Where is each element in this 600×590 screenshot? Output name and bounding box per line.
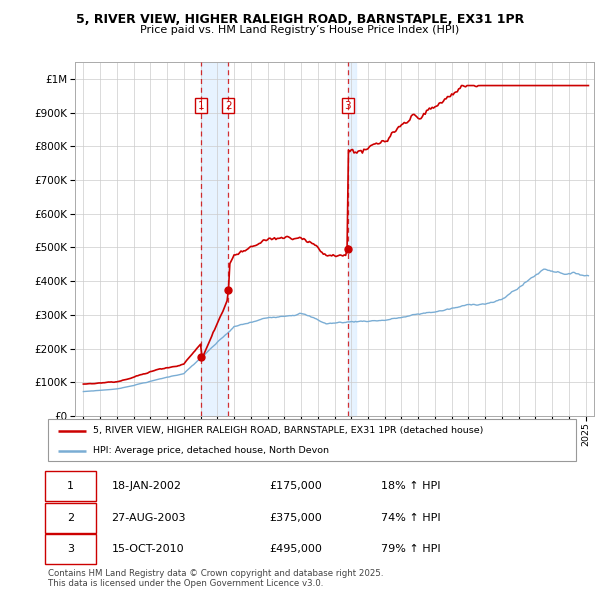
Bar	[202, 62, 228, 416]
FancyBboxPatch shape	[46, 535, 95, 564]
Text: 2: 2	[225, 101, 232, 111]
Text: HPI: Average price, detached house, North Devon: HPI: Average price, detached house, Nort…	[93, 446, 329, 455]
Text: 2: 2	[67, 513, 74, 523]
Text: 1: 1	[198, 101, 205, 111]
Text: £375,000: £375,000	[270, 513, 323, 523]
Text: 15-OCT-2010: 15-OCT-2010	[112, 545, 184, 555]
FancyBboxPatch shape	[46, 471, 95, 501]
Text: £495,000: £495,000	[270, 545, 323, 555]
Text: 5, RIVER VIEW, HIGHER RALEIGH ROAD, BARNSTAPLE, EX31 1PR (detached house): 5, RIVER VIEW, HIGHER RALEIGH ROAD, BARN…	[93, 427, 483, 435]
FancyBboxPatch shape	[48, 419, 576, 461]
Text: 79% ↑ HPI: 79% ↑ HPI	[380, 545, 440, 555]
Text: 3: 3	[67, 545, 74, 555]
Text: 3: 3	[344, 101, 351, 111]
Text: Contains HM Land Registry data © Crown copyright and database right 2025.
This d: Contains HM Land Registry data © Crown c…	[48, 569, 383, 588]
Text: 18% ↑ HPI: 18% ↑ HPI	[380, 481, 440, 491]
Text: 74% ↑ HPI: 74% ↑ HPI	[380, 513, 440, 523]
Text: £175,000: £175,000	[270, 481, 323, 491]
Text: 1: 1	[67, 481, 74, 491]
Text: Price paid vs. HM Land Registry’s House Price Index (HPI): Price paid vs. HM Land Registry’s House …	[140, 25, 460, 35]
Text: 27-AUG-2003: 27-AUG-2003	[112, 513, 186, 523]
Text: 18-JAN-2002: 18-JAN-2002	[112, 481, 181, 491]
FancyBboxPatch shape	[46, 503, 95, 533]
Bar	[348, 62, 356, 416]
Text: 5, RIVER VIEW, HIGHER RALEIGH ROAD, BARNSTAPLE, EX31 1PR: 5, RIVER VIEW, HIGHER RALEIGH ROAD, BARN…	[76, 13, 524, 26]
